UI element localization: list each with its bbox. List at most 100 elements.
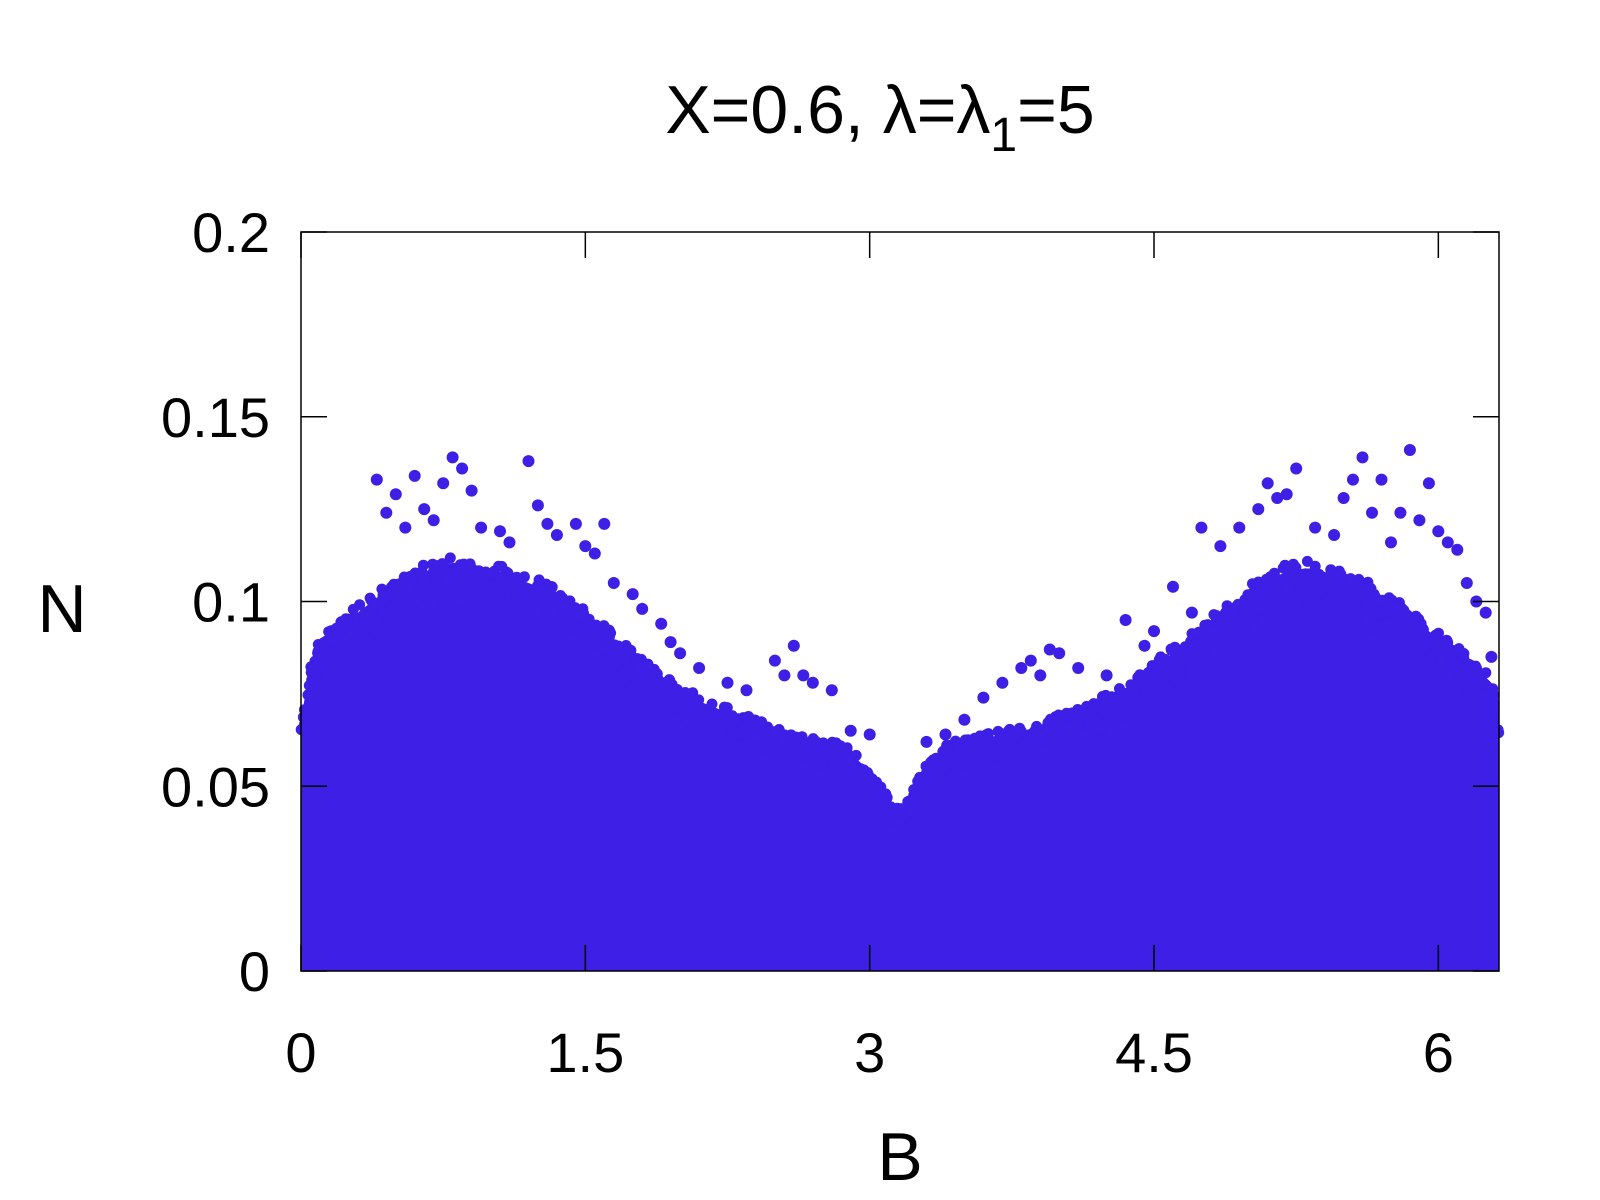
data-point — [1262, 607, 1274, 619]
data-point-outlier — [636, 602, 649, 615]
data-point — [1027, 739, 1039, 751]
data-point — [804, 749, 816, 761]
data-point — [303, 680, 315, 691]
y-tick-label: 0.15 — [161, 386, 270, 449]
data-point-outlier — [465, 484, 478, 497]
data-point — [1268, 567, 1280, 579]
data-point — [974, 741, 986, 753]
data-point — [1402, 609, 1414, 621]
data-point — [554, 590, 566, 601]
data-point — [1467, 663, 1479, 675]
data-point — [732, 713, 744, 725]
data-point — [464, 558, 476, 570]
data-point — [1361, 615, 1373, 626]
data-point-outlier — [1015, 662, 1028, 674]
data-point — [376, 583, 388, 595]
data-point-outlier — [1024, 654, 1037, 667]
data-point — [660, 683, 672, 695]
data-point-outlier — [1034, 669, 1047, 682]
x-axis-label: B — [877, 1119, 922, 1195]
data-point-outlier — [844, 724, 857, 737]
data-point — [1450, 657, 1462, 669]
data-point — [1162, 681, 1173, 693]
data-point — [1353, 573, 1365, 585]
data-point — [662, 697, 673, 709]
data-point — [1412, 648, 1423, 660]
data-point — [354, 599, 366, 611]
data-point — [1077, 729, 1089, 741]
data-point — [1231, 628, 1243, 640]
data-point — [1356, 587, 1368, 599]
data-point-outlier — [1479, 606, 1492, 619]
data-point — [1461, 685, 1473, 697]
data-point-outlier — [768, 654, 781, 667]
data-point — [316, 661, 328, 673]
data-point — [858, 778, 870, 790]
data-point-outlier — [740, 684, 753, 697]
data-point-outlier — [1280, 488, 1293, 501]
data-point-outlier — [475, 521, 488, 534]
data-point — [984, 749, 996, 761]
data-point — [1129, 679, 1141, 691]
data-point — [1261, 573, 1272, 585]
data-point — [325, 634, 337, 646]
data-point — [1005, 725, 1017, 737]
data-point — [1397, 625, 1408, 637]
data-point-outlier — [1290, 462, 1303, 475]
data-point — [424, 588, 435, 600]
data-point-outlier — [1214, 540, 1227, 553]
data-point — [632, 661, 644, 673]
data-point — [921, 766, 933, 778]
data-point — [1037, 744, 1049, 756]
data-point-outlier — [1403, 444, 1416, 456]
data-point — [1269, 586, 1280, 598]
data-point — [1103, 715, 1115, 727]
data-point — [1048, 738, 1060, 750]
plot-frame — [300, 231, 1500, 972]
data-point — [493, 590, 505, 602]
data-point-outlier — [418, 503, 431, 516]
data-point — [818, 747, 830, 759]
x-tick-label: 3 — [854, 1021, 885, 1084]
data-point-outlier — [721, 676, 734, 689]
data-point — [1064, 722, 1076, 734]
data-point — [1227, 604, 1239, 616]
data-point — [1257, 591, 1268, 603]
data-point-outlier — [674, 647, 687, 660]
data-point — [962, 741, 974, 752]
data-point — [751, 732, 762, 744]
data-point — [1186, 665, 1198, 676]
data-point — [1289, 600, 1301, 612]
data-point — [1196, 644, 1208, 656]
data-point — [882, 805, 894, 817]
data-point-outlier — [1043, 643, 1056, 656]
data-point — [567, 633, 579, 645]
data-point — [902, 796, 914, 808]
data-point-outlier — [1485, 650, 1498, 663]
data-point — [339, 620, 351, 632]
data-point — [1083, 717, 1095, 729]
data-point — [1325, 601, 1337, 613]
data-point — [1100, 689, 1112, 701]
data-point-outlier — [389, 488, 402, 501]
data-point — [1343, 610, 1355, 622]
data-point — [1365, 583, 1377, 595]
data-point-outlier — [588, 547, 601, 560]
data-point — [433, 587, 444, 599]
data-point — [489, 600, 501, 612]
data-point — [1179, 641, 1191, 653]
data-point-outlier — [380, 506, 393, 519]
data-point — [486, 580, 498, 592]
data-point — [1065, 733, 1077, 745]
data-point — [609, 639, 620, 651]
data-point — [379, 607, 391, 619]
data-point — [1281, 582, 1293, 594]
data-point — [454, 596, 466, 608]
data-point — [816, 757, 828, 769]
data-point — [1208, 609, 1220, 621]
data-point — [836, 753, 848, 765]
data-point — [598, 623, 610, 635]
data-point — [1246, 597, 1258, 609]
data-point — [1430, 629, 1442, 641]
x-tick-label: 1.5 — [546, 1021, 624, 1084]
